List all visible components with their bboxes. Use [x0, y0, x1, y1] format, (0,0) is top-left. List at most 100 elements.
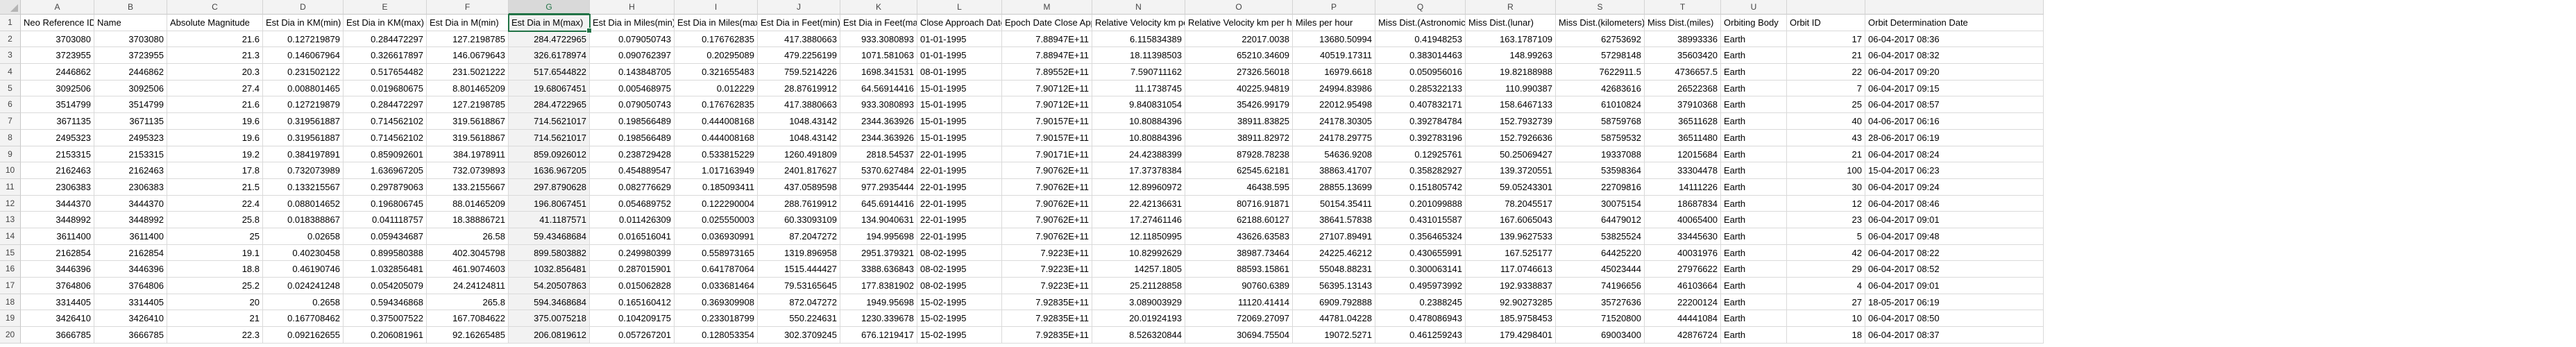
table-cell[interactable]: 22-01-1995: [917, 228, 1002, 245]
table-cell[interactable]: 7.9223E+11: [1002, 261, 1092, 278]
table-cell[interactable]: 74196656: [1556, 278, 1645, 294]
table-cell[interactable]: 26522368: [1645, 80, 1721, 97]
table-cell[interactable]: 192.9338837: [1466, 278, 1556, 294]
table-cell[interactable]: 0.005468975: [590, 80, 675, 97]
table-cell[interactable]: 50.25069427: [1466, 146, 1556, 163]
table-cell[interactable]: 7.89552E+11: [1002, 64, 1092, 81]
table-cell[interactable]: 0.20295089: [675, 47, 758, 65]
table-cell[interactable]: 18687834: [1645, 195, 1721, 212]
table-cell[interactable]: 933.3080893: [840, 96, 917, 114]
column-header[interactable]: N: [1092, 0, 1185, 15]
table-cell[interactable]: 55048.88231: [1293, 261, 1375, 278]
table-cell[interactable]: 0.176762835: [675, 31, 758, 48]
table-cell[interactable]: 24994.83986: [1293, 80, 1375, 97]
column-header[interactable]: [1787, 0, 1865, 15]
table-cell[interactable]: 0.059434687: [344, 228, 427, 245]
table-cell[interactable]: 25.21128858: [1092, 278, 1185, 294]
table-cell[interactable]: 21.6: [167, 31, 263, 48]
table-cell[interactable]: 15-01-1995: [917, 96, 1002, 114]
table-cell[interactable]: 29: [1787, 261, 1865, 278]
table-cell[interactable]: 3446396: [94, 261, 167, 278]
header-cell[interactable]: Est Dia in KM(max): [344, 15, 427, 31]
table-cell[interactable]: 0.321655483: [675, 64, 758, 81]
table-cell[interactable]: 0.300063141: [1375, 261, 1466, 278]
table-cell[interactable]: 3314405: [94, 294, 167, 311]
table-cell[interactable]: 3764806: [94, 278, 167, 294]
table-cell[interactable]: 14111226: [1645, 178, 1721, 196]
table-cell[interactable]: 3426410: [21, 310, 94, 328]
header-cell[interactable]: Miss Dist.(kilometers): [1556, 15, 1645, 31]
table-cell[interactable]: 2401.817627: [758, 162, 840, 179]
table-cell[interactable]: 36511480: [1645, 129, 1721, 146]
table-cell[interactable]: 06-04-2017 09:01: [1865, 278, 2044, 294]
table-cell[interactable]: 15-01-1995: [917, 113, 1002, 130]
table-cell[interactable]: 35426.99179: [1185, 96, 1293, 114]
table-cell[interactable]: 0.088014652: [263, 195, 344, 212]
table-cell[interactable]: 65210.34609: [1185, 47, 1293, 65]
table-cell[interactable]: 3448992: [21, 212, 94, 228]
table-cell[interactable]: 59.43468684: [509, 228, 590, 245]
table-cell[interactable]: 92.16265485: [427, 327, 509, 344]
table-cell[interactable]: 21.6: [167, 96, 263, 114]
table-cell[interactable]: 06-04-2017 08:24: [1865, 146, 2044, 163]
table-cell[interactable]: 3446396: [21, 261, 94, 278]
table-cell[interactable]: 7: [1787, 80, 1865, 97]
table-cell[interactable]: 0.326617897: [344, 47, 427, 65]
table-cell[interactable]: 10.80884396: [1092, 129, 1185, 146]
table-cell[interactable]: Earth: [1721, 146, 1787, 163]
table-cell[interactable]: 71520800: [1556, 310, 1645, 328]
table-cell[interactable]: 10.80884396: [1092, 113, 1185, 130]
table-cell[interactable]: 43: [1787, 129, 1865, 146]
table-cell[interactable]: 1048.43142: [758, 129, 840, 146]
table-cell[interactable]: 417.3880663: [758, 96, 840, 114]
table-cell[interactable]: 26.58: [427, 228, 509, 245]
table-cell[interactable]: 3723955: [21, 47, 94, 65]
row-header[interactable]: 14: [0, 228, 21, 245]
table-cell[interactable]: 22-01-1995: [917, 178, 1002, 196]
table-cell[interactable]: Earth: [1721, 310, 1787, 328]
table-cell[interactable]: 3092506: [94, 80, 167, 97]
table-cell[interactable]: 3514799: [94, 96, 167, 114]
column-header[interactable]: S: [1556, 0, 1645, 15]
header-cell[interactable]: Name: [94, 15, 167, 31]
table-cell[interactable]: 461.9074603: [427, 261, 509, 278]
table-cell[interactable]: 18.11398503: [1092, 47, 1185, 65]
table-cell[interactable]: 06-04-2017 09:15: [1865, 80, 2044, 97]
table-cell[interactable]: 27: [1787, 294, 1865, 311]
table-cell[interactable]: 35727636: [1556, 294, 1645, 311]
table-cell[interactable]: 933.3080893: [840, 31, 917, 48]
table-cell[interactable]: 17: [1787, 31, 1865, 48]
table-cell[interactable]: 872.047272: [758, 294, 840, 311]
table-cell[interactable]: 53598364: [1556, 162, 1645, 179]
table-cell[interactable]: 0.287015901: [590, 261, 675, 278]
table-cell[interactable]: 06-04-2017 09:20: [1865, 64, 2044, 81]
table-cell[interactable]: 22: [1787, 64, 1865, 81]
table-cell[interactable]: 319.5618867: [427, 129, 509, 146]
table-cell[interactable]: 117.0746613: [1466, 261, 1556, 278]
table-cell[interactable]: 194.995698: [840, 228, 917, 245]
table-cell[interactable]: 0.369309908: [675, 294, 758, 311]
header-cell[interactable]: Est Dia in Feet(min): [758, 15, 840, 31]
table-cell[interactable]: 0.358282927: [1375, 162, 1466, 179]
table-cell[interactable]: 42683616: [1556, 80, 1645, 97]
table-cell[interactable]: 0.41948253: [1375, 31, 1466, 48]
table-cell[interactable]: 7.90762E+11: [1002, 162, 1092, 179]
table-cell[interactable]: 57298148: [1556, 47, 1645, 65]
table-cell[interactable]: Earth: [1721, 64, 1787, 81]
table-cell[interactable]: 3514799: [21, 96, 94, 114]
table-cell[interactable]: 0.079050743: [590, 31, 675, 48]
table-cell[interactable]: 7.88947E+11: [1002, 47, 1092, 65]
table-cell[interactable]: 06-04-2017 08:36: [1865, 31, 2044, 48]
column-header[interactable]: R: [1466, 0, 1556, 15]
table-cell[interactable]: 0.319561887: [263, 129, 344, 146]
row-header[interactable]: 11: [0, 178, 21, 196]
table-cell[interactable]: 0.594346868: [344, 294, 427, 311]
table-cell[interactable]: 15-02-1995: [917, 294, 1002, 311]
table-cell[interactable]: 7.90157E+11: [1002, 113, 1092, 130]
table-cell[interactable]: 25: [167, 228, 263, 245]
table-cell[interactable]: 0.461259243: [1375, 327, 1466, 344]
table-cell[interactable]: 2306383: [21, 178, 94, 196]
row-header[interactable]: 1: [0, 15, 21, 31]
row-header[interactable]: 10: [0, 162, 21, 179]
table-cell[interactable]: 62188.60127: [1185, 212, 1293, 228]
